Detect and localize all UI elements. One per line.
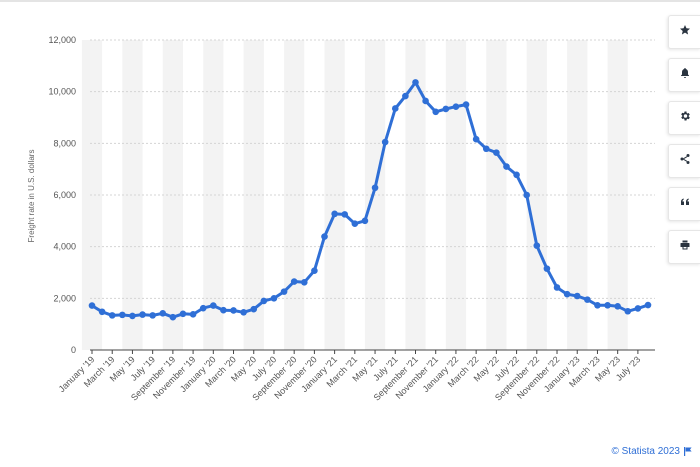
data-point xyxy=(543,265,551,272)
favorite-button[interactable] xyxy=(668,15,700,49)
y-tick-label: 8,000 xyxy=(53,138,76,148)
credit-text: © Statista 2023 xyxy=(611,446,680,457)
star-icon xyxy=(679,23,691,41)
data-point xyxy=(634,305,642,312)
data-point xyxy=(452,103,460,110)
background-band xyxy=(526,40,547,350)
data-point xyxy=(199,304,207,312)
data-point xyxy=(584,296,591,303)
data-point xyxy=(412,79,419,86)
data-point xyxy=(189,311,197,318)
data-point xyxy=(624,307,632,315)
data-point xyxy=(300,279,308,286)
data-point xyxy=(644,301,652,309)
data-point xyxy=(402,92,409,100)
background-band xyxy=(162,40,183,350)
data-point xyxy=(270,295,278,302)
data-point xyxy=(614,303,621,310)
data-point xyxy=(351,220,359,227)
background-band xyxy=(607,40,628,350)
data-point xyxy=(442,105,450,113)
data-point xyxy=(220,306,227,314)
background-band xyxy=(203,40,224,350)
data-point xyxy=(169,313,177,321)
settings-button[interactable] xyxy=(668,101,700,135)
data-point xyxy=(88,302,96,309)
data-point xyxy=(139,311,146,318)
data-point xyxy=(280,288,288,295)
data-point xyxy=(533,242,541,249)
quote-icon xyxy=(679,195,691,213)
data-point xyxy=(149,312,156,319)
top-divider xyxy=(0,0,700,2)
data-point xyxy=(260,297,268,305)
y-axis-label: Freight rate in U.S. dollars xyxy=(27,150,36,243)
y-tick-label: 2,000 xyxy=(53,293,76,303)
background-band xyxy=(122,40,143,350)
bell-icon xyxy=(679,66,691,84)
data-point xyxy=(230,307,237,314)
data-point xyxy=(594,302,601,309)
background-band xyxy=(486,40,507,350)
background-band xyxy=(243,40,264,350)
data-point xyxy=(573,292,581,300)
data-point xyxy=(240,308,247,316)
line-chart: 0 2,000 4,000 6,000 8,000 10,000 12,000 Januar… xyxy=(27,35,655,403)
print-button[interactable] xyxy=(668,230,700,264)
data-point xyxy=(159,310,167,317)
data-point xyxy=(503,163,510,170)
data-point xyxy=(129,312,136,320)
data-point xyxy=(119,311,126,319)
data-point xyxy=(311,267,318,274)
y-axis-ticks: 0 2,000 4,000 6,000 8,000 10,000 12,000 xyxy=(48,35,76,355)
print-icon xyxy=(679,238,691,256)
data-point xyxy=(472,135,480,143)
data-point xyxy=(361,217,369,225)
flag-icon xyxy=(684,447,692,456)
data-point xyxy=(250,305,258,313)
data-point xyxy=(432,108,440,116)
data-point xyxy=(523,191,530,199)
data-point xyxy=(210,302,217,309)
data-point xyxy=(290,278,298,285)
y-tick-label: 10,000 xyxy=(48,87,76,97)
data-point xyxy=(493,149,500,156)
data-point xyxy=(513,171,520,179)
data-points xyxy=(88,79,652,321)
data-point xyxy=(98,308,106,316)
data-point xyxy=(331,210,338,218)
data-point xyxy=(391,105,399,112)
statista-credit[interactable]: © Statista 2023 xyxy=(611,446,692,457)
data-point xyxy=(462,101,470,108)
y-tick-label: 4,000 xyxy=(53,242,76,252)
data-point xyxy=(371,184,379,192)
data-point xyxy=(108,312,116,319)
data-point xyxy=(381,138,389,146)
share-button[interactable] xyxy=(668,144,700,178)
gear-icon xyxy=(679,109,691,127)
data-point xyxy=(341,211,349,218)
data-point xyxy=(179,310,187,318)
y-tick-label: 12,000 xyxy=(48,35,76,45)
data-point xyxy=(321,233,328,240)
y-tick-label: 0 xyxy=(71,345,76,355)
data-point xyxy=(553,284,561,291)
cite-button[interactable] xyxy=(668,187,700,221)
background-band xyxy=(567,40,588,350)
data-point xyxy=(422,97,429,105)
data-point xyxy=(604,302,611,309)
share-icon xyxy=(679,152,691,170)
y-tick-label: 6,000 xyxy=(53,190,76,200)
data-point xyxy=(563,290,571,298)
data-point xyxy=(482,145,490,153)
notification-button[interactable] xyxy=(668,58,700,92)
